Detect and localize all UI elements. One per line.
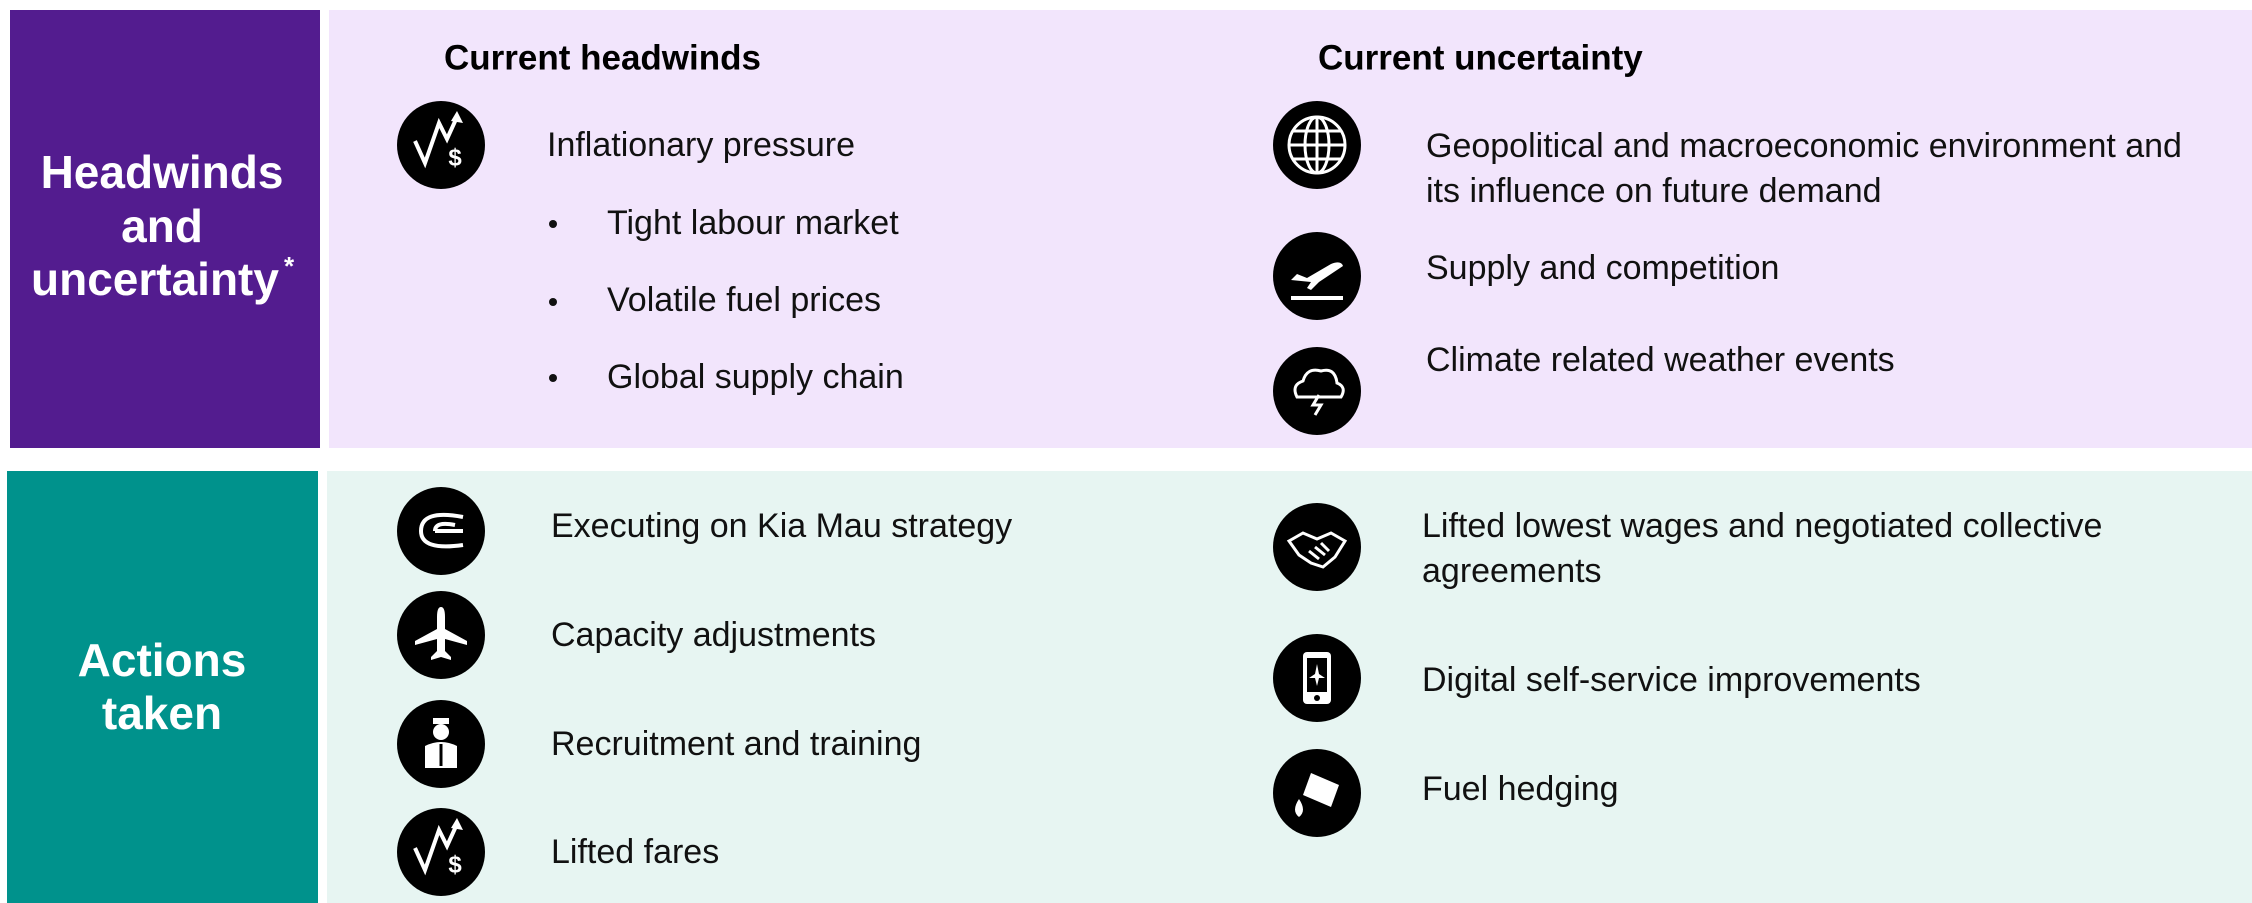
- column-heading: Current headwinds: [444, 38, 761, 77]
- item-text: agreements: [1422, 552, 1602, 590]
- item-text: Fuel hedging: [1422, 770, 1619, 808]
- bullets: [549, 220, 557, 382]
- svg-text:$: $: [448, 144, 462, 171]
- item-text: Climate related weather events: [1426, 341, 1895, 379]
- icon-weather: [1273, 347, 1361, 435]
- icon-takeoff: [1273, 232, 1361, 320]
- item-text: Executing on Kia Mau strategy: [551, 507, 1012, 545]
- bullet-text: Global supply chain: [607, 358, 904, 396]
- bullet-text: Volatile fuel prices: [607, 281, 881, 319]
- icon-fares: $: [397, 808, 485, 896]
- icon-inflation: $: [397, 101, 485, 189]
- item-text: Inflationary pressure: [547, 126, 855, 164]
- icon-fuel: [1273, 749, 1361, 837]
- side-title: Actions: [78, 634, 247, 686]
- item-text: Lifted lowest wages and negotiated colle…: [1422, 507, 2102, 545]
- icon-phone: [1273, 634, 1361, 722]
- item-text: Capacity adjustments: [551, 616, 876, 654]
- item-text: its influence on future demand: [1426, 172, 1882, 210]
- side-title: taken: [102, 687, 222, 739]
- side-title: and: [121, 200, 203, 252]
- headwinds-side-box: [10, 10, 320, 448]
- side-title: uncertainty: [31, 253, 279, 305]
- icon-handshake: [1273, 503, 1361, 591]
- icon-koru: [397, 487, 485, 575]
- icon-globe: [1273, 101, 1361, 189]
- item-text: Supply and competition: [1426, 249, 1779, 287]
- svg-text:$: $: [448, 851, 462, 878]
- column-heading: Current uncertainty: [1318, 38, 1643, 77]
- actions-side-box: [7, 471, 318, 903]
- bullet-text: Tight labour market: [607, 204, 899, 242]
- item-text: Geopolitical and macroeconomic environme…: [1426, 127, 2182, 165]
- footnote-marker: *: [284, 251, 295, 281]
- side-title: Headwinds: [41, 146, 284, 198]
- icon-crew: [397, 700, 485, 788]
- icon-plane: [397, 591, 485, 679]
- item-text: Lifted fares: [551, 833, 719, 871]
- item-text: Recruitment and training: [551, 725, 921, 763]
- item-text: Digital self-service improvements: [1422, 661, 1921, 699]
